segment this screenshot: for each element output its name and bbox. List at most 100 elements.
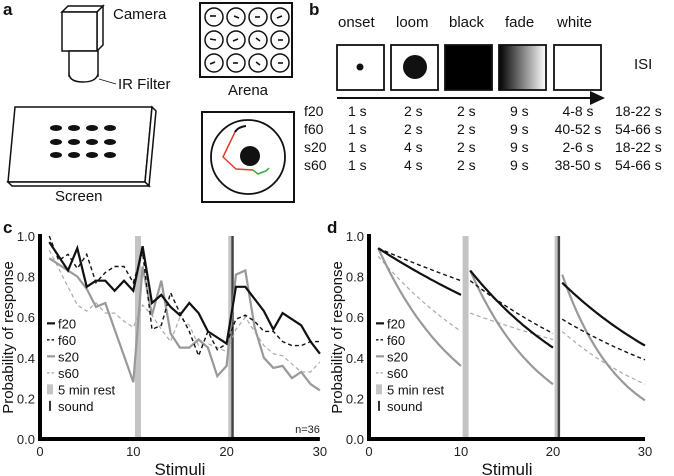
legend-item: s20	[47, 349, 79, 364]
y-tick-label: 0.2	[346, 391, 364, 406]
legend-label: s20	[387, 349, 408, 364]
y-axis-label: Probability of response	[329, 261, 346, 414]
fit-curve-f60	[469, 280, 554, 335]
table-cell: 2 s	[457, 121, 476, 137]
fit-curve-s20	[377, 247, 462, 367]
chart-c: 0.0 0.2 0.4 0.6 0.8 1.0 0 10 20 30 Stimuli Probabil…	[0, 229, 327, 476]
x-tick-label: 10	[126, 444, 140, 459]
legend-item: f20	[376, 316, 405, 331]
legend-label: f20	[387, 316, 405, 331]
row-label: s60	[304, 157, 327, 173]
legend-swatch	[378, 400, 380, 411]
y-tick-label: 1.0	[17, 229, 35, 244]
loom-box	[390, 44, 439, 91]
panel-a-letter: a	[3, 0, 13, 19]
row-label: f20	[304, 103, 324, 119]
arena-label: Arena	[228, 82, 269, 99]
legend-item: 5 min rest	[47, 382, 115, 397]
series-line-f20	[48, 241, 321, 355]
x-axis-label: Stimuli	[154, 460, 205, 476]
x-tick-label: 0	[365, 444, 372, 459]
legend-label: s60	[58, 366, 79, 381]
fit-curve-s20	[561, 274, 646, 402]
legend-label: sound	[58, 399, 93, 414]
table-cell: 4-8 s	[562, 103, 594, 119]
series-line-f60	[48, 235, 320, 358]
table-cell: 9 s	[510, 103, 529, 119]
x-tick-label: 30	[638, 444, 652, 459]
legend-label: sound	[387, 399, 422, 414]
fit-curve-f20	[561, 281, 646, 347]
fit-curve-s20	[469, 270, 554, 386]
y-axis-label: Probability of response	[0, 261, 17, 414]
legend-item: f60	[376, 333, 405, 348]
x-axis-label: Stimuli	[481, 460, 532, 476]
rest-bar	[462, 236, 469, 439]
fade-box	[498, 44, 547, 91]
table-cell: 18-22 s	[615, 139, 662, 155]
table-cell: 18-22 s	[615, 103, 662, 119]
fit-curve-f60	[377, 247, 462, 282]
fit-curve-s60	[561, 330, 646, 385]
y-tick-label: 0.8	[346, 270, 364, 285]
legend-label: f60	[58, 333, 76, 348]
legend-item: s20	[376, 349, 408, 364]
legend-swatch	[49, 400, 51, 411]
table-cell: 1 s	[348, 121, 367, 137]
arena-grid-icon	[199, 2, 293, 78]
table-cell: 4 s	[404, 157, 423, 173]
series-line-s60	[48, 249, 321, 373]
table-cell: 1 s	[348, 157, 367, 173]
phase-label-black: black	[449, 14, 485, 31]
y-tick-label: 0.2	[17, 391, 35, 406]
camera-label: Camera	[113, 6, 167, 23]
setup-illustration	[6, 2, 295, 203]
y-tick-label: 0.0	[17, 432, 35, 447]
legend-label: 5 min rest	[387, 382, 444, 397]
phase-label-onset: onset	[338, 14, 375, 31]
time-arrow	[337, 91, 605, 105]
table-cell: 9 s	[510, 157, 529, 173]
arena-detail-icon	[201, 111, 295, 203]
legend-swatch	[376, 384, 382, 395]
table-cell: 1 s	[348, 103, 367, 119]
y-tick-label: 0.8	[17, 270, 35, 285]
x-tick-label: 0	[36, 444, 43, 459]
table-cell: 2 s	[404, 103, 423, 119]
stimulus-sequence	[336, 44, 602, 91]
legend-item: f20	[47, 316, 76, 331]
y-tick-label: 1.0	[346, 229, 364, 244]
table-cell: 54-66 s	[615, 157, 662, 173]
black-box	[444, 44, 493, 91]
isi-label: ISI	[634, 56, 653, 73]
panel-b-letter: b	[309, 0, 320, 19]
table-cell: 2 s	[404, 121, 423, 137]
white-box	[553, 44, 602, 91]
table-cell: 2 s	[457, 103, 476, 119]
table-cell: 38-50 s	[554, 157, 602, 173]
n-annotation: n=36	[295, 424, 320, 436]
y-tick-label: 0.6	[346, 310, 364, 325]
rest-bar-shadow	[554, 236, 558, 439]
legend-label: f60	[387, 333, 405, 348]
phase-label-white: white	[557, 14, 593, 31]
fit-curve-s60	[377, 255, 462, 332]
legend-label: s20	[58, 349, 79, 364]
legend-item: s60	[376, 366, 408, 381]
onset-box	[336, 44, 385, 91]
series-line-s20	[48, 257, 321, 392]
x-tick-label: 30	[313, 444, 327, 459]
panel-c-letter: c	[3, 218, 13, 237]
row-label: s20	[304, 139, 327, 155]
fit-curve-f60	[561, 318, 646, 361]
fit-curve-f20	[469, 269, 554, 349]
chart-d: 0.0 0.2 0.4 0.6 0.8 1.0 0 10 20 30 Stimuli Probabil…	[329, 229, 652, 476]
legend-item: 5 min rest	[376, 382, 444, 397]
table-cell: 4 s	[404, 139, 423, 155]
legend-item: f60	[47, 333, 76, 348]
table-cell: 2 s	[457, 157, 476, 173]
x-tick-label: 20	[546, 444, 560, 459]
camera-icon	[60, 4, 117, 85]
legend-item: sound	[378, 399, 422, 414]
legend-swatch	[47, 384, 53, 395]
